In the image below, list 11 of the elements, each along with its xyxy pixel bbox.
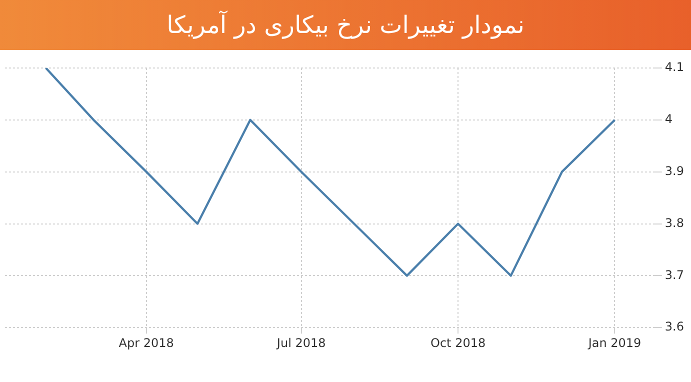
y-tick-label: 4.1 [664, 60, 684, 74]
y-tick-label: 3.7 [664, 268, 684, 282]
y-tick-label: 3.8 [664, 216, 684, 230]
x-tick-label: Apr 2018 [118, 336, 174, 350]
x-tick-label: Jul 2018 [276, 336, 326, 350]
y-tick-label: 4 [664, 112, 673, 126]
y-tick-label: 3.6 [664, 320, 684, 334]
y-tick-label: 3.9 [664, 164, 684, 178]
x-tick-label: Oct 2018 [430, 336, 486, 350]
chart-title: نمودار تغییرات نرخ بیکاری در آمریکا [0, 0, 691, 50]
x-tick-label: Jan 2019 [587, 336, 642, 350]
